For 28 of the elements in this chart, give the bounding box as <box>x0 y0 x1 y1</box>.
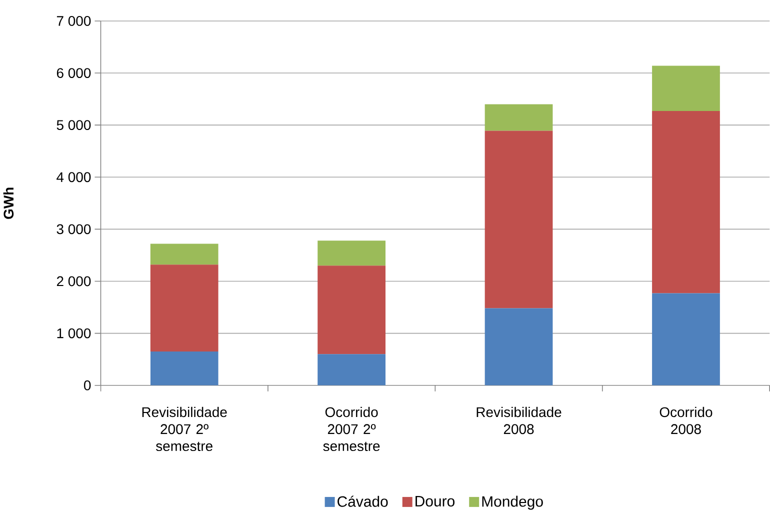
bar <box>150 244 218 264</box>
y-tick-label: 1 000 <box>57 328 91 338</box>
y-tick-label: 0 <box>84 380 91 390</box>
y-tick-label: 5 000 <box>56 120 91 130</box>
y-axis-title: GWh <box>3 188 14 219</box>
bar <box>652 66 720 111</box>
y-tick-label: 2 000 <box>56 276 91 286</box>
x-tick-label: Revisibilidade 2008 <box>476 406 562 434</box>
legend-label: Douro <box>416 496 454 506</box>
bar <box>318 354 386 386</box>
y-tick-label: 4 000 <box>56 172 91 182</box>
legend-label: Cávado <box>338 496 388 507</box>
x-tick-label: Revisibilidade 2007 2º semestre <box>142 406 227 451</box>
bar <box>318 240 386 266</box>
bar <box>652 293 720 386</box>
y-tick-label: 3 000 <box>56 224 91 234</box>
bar <box>484 308 553 386</box>
legend-label: Mondego <box>482 496 543 510</box>
bar <box>652 110 720 294</box>
y-tick-label: 7 000 <box>56 16 91 26</box>
bar <box>484 130 553 308</box>
bar <box>150 351 218 386</box>
x-tick-label: Ocorrido 2008 <box>660 406 712 434</box>
bar <box>318 266 386 354</box>
y-tick-label: 6 000 <box>56 68 91 78</box>
bar <box>150 264 218 352</box>
x-tick-label: Ocorrido 2007 2º semestre <box>323 406 380 451</box>
bar <box>484 104 553 131</box>
